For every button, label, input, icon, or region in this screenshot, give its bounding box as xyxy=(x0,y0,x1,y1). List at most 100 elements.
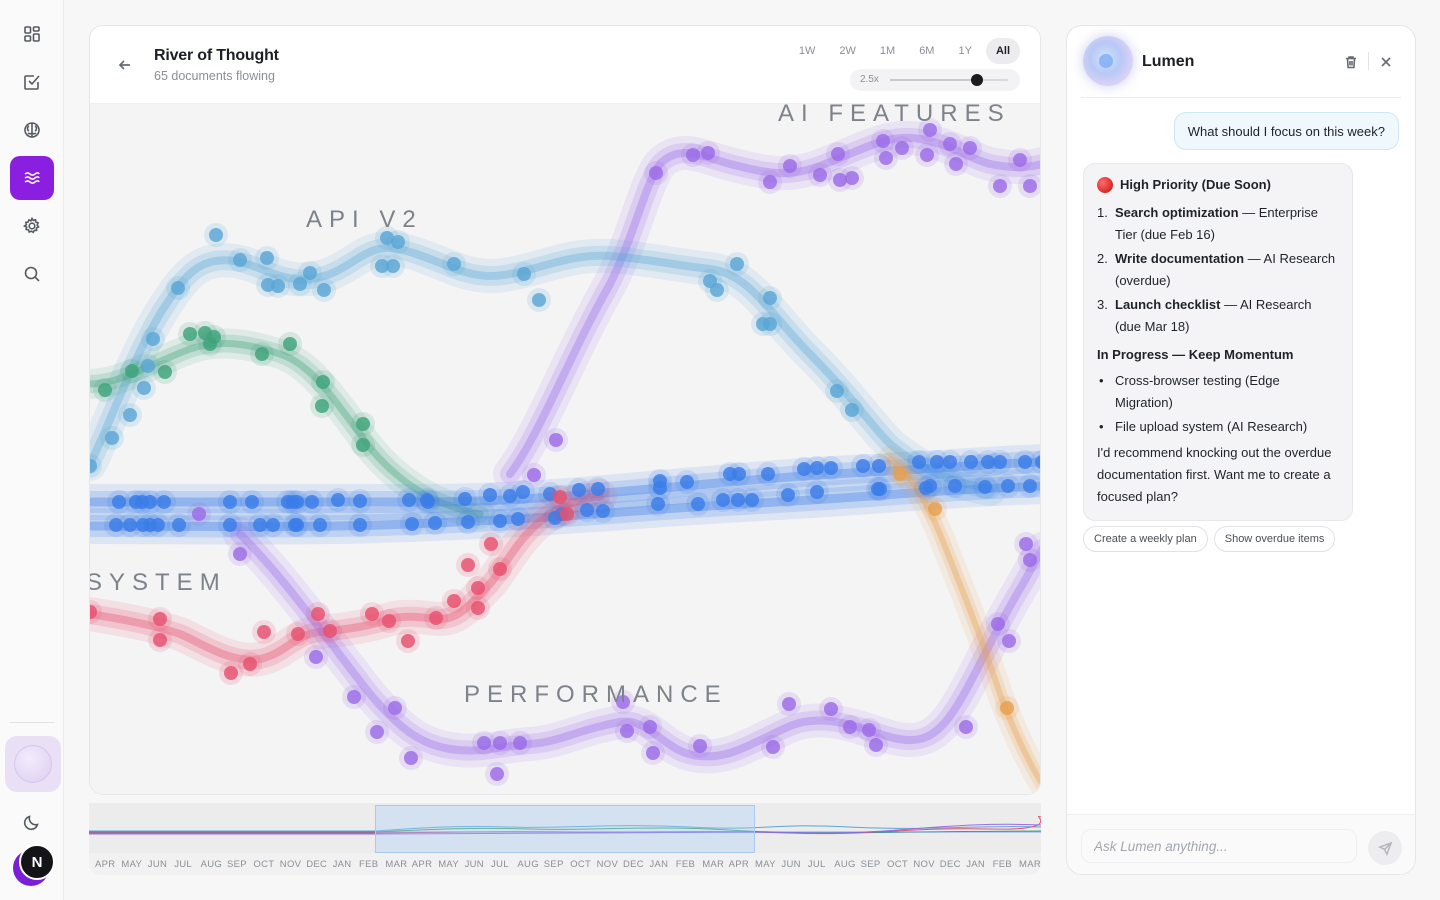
document-dot[interactable] xyxy=(732,467,746,481)
document-dot[interactable] xyxy=(253,518,267,532)
document-dot[interactable] xyxy=(137,381,151,395)
document-dot[interactable] xyxy=(730,257,744,271)
document-dot[interactable] xyxy=(872,459,886,473)
document-dot[interactable] xyxy=(596,504,610,518)
document-dot[interactable] xyxy=(112,495,126,509)
document-dot[interactable] xyxy=(309,650,323,664)
document-dot[interactable] xyxy=(680,475,694,489)
document-dot[interactable] xyxy=(948,479,962,493)
document-dot[interactable] xyxy=(109,518,123,532)
document-dot[interactable] xyxy=(651,497,665,511)
document-dot[interactable] xyxy=(978,480,992,494)
document-dot[interactable] xyxy=(471,581,485,595)
document-dot[interactable] xyxy=(233,547,247,561)
document-dot[interactable] xyxy=(646,746,660,760)
brain-nav-button[interactable] xyxy=(10,108,54,152)
document-dot[interactable] xyxy=(493,514,507,528)
range-1m-button[interactable]: 1M xyxy=(879,45,896,57)
document-dot[interactable] xyxy=(356,438,370,452)
document-dot[interactable] xyxy=(591,482,605,496)
document-dot[interactable] xyxy=(993,179,1007,193)
document-dot[interactable] xyxy=(943,455,957,469)
document-dot[interactable] xyxy=(493,736,507,750)
document-dot[interactable] xyxy=(731,493,745,507)
document-dot[interactable] xyxy=(928,502,942,516)
document-dot[interactable] xyxy=(1001,479,1015,493)
document-dot[interactable] xyxy=(943,137,957,151)
document-dot[interactable] xyxy=(257,625,271,639)
document-dot[interactable] xyxy=(653,481,667,495)
document-dot[interactable] xyxy=(303,266,317,280)
document-dot[interactable] xyxy=(763,291,777,305)
document-dot[interactable] xyxy=(386,259,400,273)
document-dot[interactable] xyxy=(782,697,796,711)
document-dot[interactable] xyxy=(930,455,944,469)
document-dot[interactable] xyxy=(391,235,405,249)
document-dot[interactable] xyxy=(260,251,274,265)
range-6m-button[interactable]: 6M xyxy=(919,45,935,57)
timeline-minimap[interactable]: APR MAY JUN JUL AUG SEP OCT NOV DEC JAN FEB MAR APR M… xyxy=(89,803,1041,875)
document-dot[interactable] xyxy=(824,702,838,716)
document-dot[interactable] xyxy=(572,483,586,497)
document-dot[interactable] xyxy=(813,168,827,182)
document-dot[interactable] xyxy=(879,151,893,165)
document-dot[interactable] xyxy=(447,594,461,608)
document-dot[interactable] xyxy=(375,259,389,273)
document-dot[interactable] xyxy=(693,739,707,753)
document-dot[interactable] xyxy=(271,279,285,293)
send-button[interactable] xyxy=(1368,831,1402,865)
document-dot[interactable] xyxy=(245,495,259,509)
document-dot[interactable] xyxy=(151,518,165,532)
document-dot[interactable] xyxy=(405,517,419,531)
document-dot[interactable] xyxy=(461,558,475,572)
document-dot[interactable] xyxy=(493,562,507,576)
document-dot[interactable] xyxy=(90,605,97,619)
document-dot[interactable] xyxy=(553,490,567,504)
document-dot[interactable] xyxy=(255,347,269,361)
range-1y-button[interactable]: 1Y xyxy=(958,45,972,57)
document-dot[interactable] xyxy=(290,518,304,532)
document-dot[interactable] xyxy=(171,281,185,295)
document-dot[interactable] xyxy=(824,461,838,475)
document-dot[interactable] xyxy=(549,433,563,447)
document-dot[interactable] xyxy=(845,171,859,185)
document-dot[interactable] xyxy=(1013,153,1027,167)
document-dot[interactable] xyxy=(471,601,485,615)
document-dot[interactable] xyxy=(503,489,517,503)
minimap-viewport-window[interactable] xyxy=(375,805,755,853)
document-dot[interactable] xyxy=(513,736,527,750)
document-dot[interactable] xyxy=(266,518,280,532)
document-dot[interactable] xyxy=(963,141,977,155)
back-button[interactable] xyxy=(112,52,138,78)
document-dot[interactable] xyxy=(209,228,223,242)
document-dot[interactable] xyxy=(810,485,824,499)
document-dot[interactable] xyxy=(323,624,337,638)
document-dot[interactable] xyxy=(207,330,221,344)
document-dot[interactable] xyxy=(763,317,777,331)
document-dot[interactable] xyxy=(783,159,797,173)
document-dot[interactable] xyxy=(143,495,157,509)
document-dot[interactable] xyxy=(141,359,155,373)
document-dot[interactable] xyxy=(862,723,876,737)
document-dot[interactable] xyxy=(401,634,415,648)
document-dot[interactable] xyxy=(370,725,384,739)
document-dot[interactable] xyxy=(761,467,775,481)
document-dot[interactable] xyxy=(616,695,630,709)
clear-chat-button[interactable] xyxy=(1343,54,1359,70)
document-dot[interactable] xyxy=(781,488,795,502)
document-dot[interactable] xyxy=(316,375,330,389)
document-dot[interactable] xyxy=(447,257,461,271)
document-dot[interactable] xyxy=(527,468,541,482)
river-canvas[interactable]: AI FEATURES API V2 SYSTEM PERFORMANCE xyxy=(90,104,1040,794)
document-dot[interactable] xyxy=(484,537,498,551)
document-dot[interactable] xyxy=(964,455,978,469)
range-2w-button[interactable]: 2W xyxy=(839,45,856,57)
document-dot[interactable] xyxy=(158,365,172,379)
range-1w-button[interactable]: 1W xyxy=(798,45,816,57)
document-dot[interactable] xyxy=(856,459,870,473)
document-dot[interactable] xyxy=(517,267,531,281)
document-dot[interactable] xyxy=(428,516,442,530)
user-avatar-button[interactable]: N xyxy=(13,842,55,886)
document-dot[interactable] xyxy=(745,493,759,507)
document-dot[interactable] xyxy=(1023,179,1037,193)
